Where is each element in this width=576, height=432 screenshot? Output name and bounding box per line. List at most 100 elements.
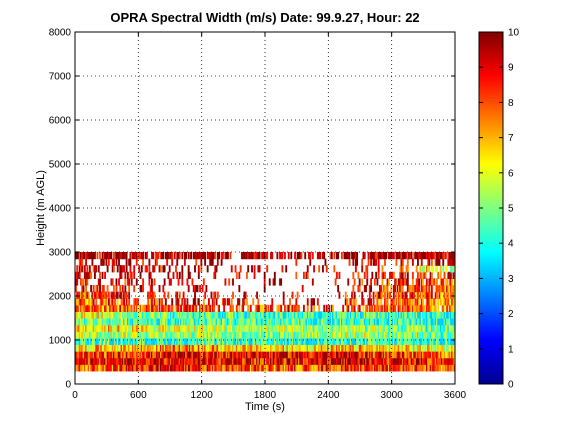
heatmap-cell (327, 318, 329, 326)
heatmap-cell (261, 304, 264, 312)
heatmap-cell (329, 311, 332, 319)
heatmap-cell (111, 265, 114, 273)
heatmap-cell (335, 271, 338, 279)
heatmap-cell (444, 364, 447, 372)
heatmap-cell (213, 304, 215, 312)
heatmap-cell (395, 331, 398, 339)
heatmap-cell (365, 265, 367, 273)
heatmap-cell (88, 351, 91, 359)
heatmap-cell (314, 364, 317, 372)
heatmap-cell (252, 351, 255, 359)
heatmap-cell (140, 351, 143, 359)
heatmap-cell (87, 318, 90, 326)
heatmap-cell (332, 337, 334, 345)
heatmap-cell (427, 258, 429, 266)
heatmap-cell (433, 337, 436, 345)
heatmap-cell (305, 357, 308, 365)
heatmap-cell (211, 258, 214, 266)
heatmap-cell (239, 265, 242, 273)
heatmap-cell (249, 351, 252, 359)
heatmap-cell (181, 357, 184, 365)
heatmap-cell (88, 344, 91, 352)
heatmap-cell (291, 311, 294, 319)
heatmap-cell (366, 265, 369, 273)
heatmap-cell (76, 344, 79, 352)
heatmap-cell (356, 364, 359, 372)
heatmap-cell (90, 364, 93, 372)
heatmap-cell (448, 337, 451, 345)
heatmap-cell (80, 331, 82, 339)
heatmap-cell (276, 364, 279, 372)
heatmap-cell (97, 265, 100, 273)
heatmap-cell (377, 265, 380, 273)
heatmap-cell (113, 304, 115, 312)
heatmap-cell (200, 318, 203, 326)
heatmap-cell (214, 357, 217, 365)
heatmap-cell (391, 344, 394, 352)
heatmap-cell (347, 278, 350, 286)
heatmap-cell (427, 337, 429, 345)
heatmap-cell (163, 344, 166, 352)
heatmap-cell (403, 331, 405, 339)
heatmap-cell (292, 364, 295, 372)
heatmap-cell (381, 364, 384, 372)
heatmap-cell (147, 304, 150, 312)
heatmap-cell (439, 291, 442, 299)
heatmap-cell (191, 318, 194, 326)
heatmap-cell (403, 311, 405, 319)
heatmap-cell (246, 357, 248, 365)
heatmap-cell (287, 324, 290, 332)
heatmap-cell (414, 324, 417, 332)
heatmap-cell (101, 364, 104, 372)
heatmap-cell (96, 311, 99, 319)
heatmap-cell (199, 324, 201, 332)
heatmap-cell (386, 344, 389, 352)
heatmap-cell (140, 344, 143, 352)
heatmap-cell (368, 318, 371, 326)
heatmap-cell (371, 331, 374, 339)
heatmap-cell (142, 258, 144, 266)
heatmap-cell (82, 304, 85, 312)
heatmap-cell (170, 364, 172, 372)
heatmap-cell (411, 285, 414, 293)
heatmap-cell (289, 331, 291, 339)
heatmap-cell (153, 265, 156, 273)
heatmap-cell (202, 331, 205, 339)
heatmap-cell (137, 351, 139, 359)
heatmap-cell (437, 337, 440, 345)
heatmap-cell (297, 344, 300, 352)
heatmap-cell (87, 337, 90, 345)
heatmap-cell (86, 318, 89, 326)
heatmap-cell (427, 285, 429, 293)
heatmap-cell (147, 357, 150, 365)
heatmap-cell (216, 311, 219, 319)
heatmap-cell (430, 252, 433, 260)
heatmap-cell (337, 285, 340, 293)
heatmap-cell (206, 311, 209, 319)
heatmap-cell (106, 357, 109, 365)
heatmap-cell (145, 357, 148, 365)
heatmap-cell (451, 311, 454, 319)
heatmap-cell (176, 252, 179, 260)
heatmap-cell (161, 324, 163, 332)
heatmap-cell (247, 324, 250, 332)
heatmap-cell (208, 311, 210, 319)
heatmap-cell (379, 351, 381, 359)
heatmap-cell (278, 337, 281, 345)
heatmap-cell (126, 318, 129, 326)
heatmap-cell (114, 304, 117, 312)
heatmap-cell (129, 304, 132, 312)
heatmap-cell (256, 331, 258, 339)
heatmap-cell (105, 357, 108, 365)
heatmap-cell (76, 291, 79, 299)
heatmap-cell (113, 364, 115, 372)
heatmap-cell (449, 344, 452, 352)
heatmap-cell (92, 285, 95, 293)
heatmap-cell (181, 298, 184, 306)
heatmap-cell (313, 337, 315, 345)
heatmap-cell (218, 344, 220, 352)
heatmap-cell (104, 252, 106, 260)
heatmap-cell (95, 351, 98, 359)
heatmap-cell (449, 364, 452, 372)
heatmap-cell (235, 304, 238, 312)
